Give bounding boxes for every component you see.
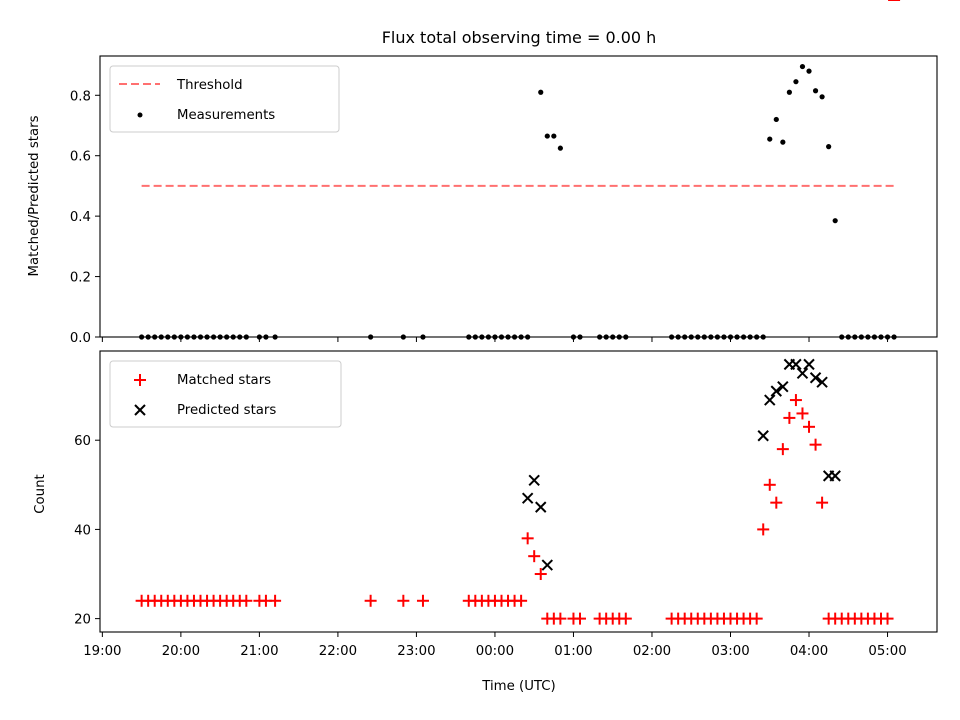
matched-star-point — [397, 594, 410, 607]
matched-star-point — [416, 594, 429, 607]
y-tick-label: 0.2 — [70, 271, 91, 286]
top-axes-frame — [99, 55, 938, 338]
legend-matched-swatch — [134, 374, 146, 386]
measurement-point — [826, 144, 832, 150]
top-y-ticks: 0.0 0.2 0.4 0.6 0.8 — [70, 89, 100, 346]
bottom-plot-area — [135, 0, 901, 625]
matched-star-point — [809, 438, 822, 451]
matched-star-point — [803, 420, 816, 433]
matched-star-point — [763, 478, 776, 491]
matched-star-point — [528, 550, 541, 563]
matched-star-point — [881, 612, 894, 625]
x-tick-label: 01:00 — [554, 644, 592, 659]
x-axis-label: Time (UTC) — [481, 679, 556, 694]
predicted-star-point — [521, 492, 534, 504]
legend-predicted-swatch — [134, 404, 146, 416]
matched-star-point — [783, 411, 796, 424]
legend-predicted-label: Predicted stars — [177, 403, 276, 418]
predicted-star-point — [790, 358, 802, 371]
predicted-star-point — [764, 394, 776, 406]
legend-measurements-swatch — [137, 112, 143, 118]
y-tick-label: 0.8 — [70, 89, 91, 104]
predicted-star-point — [829, 470, 841, 482]
x-tick-label: 05:00 — [868, 644, 906, 659]
legend-matched-label: Matched stars — [177, 373, 271, 388]
predicted-star-point — [803, 358, 815, 371]
predicted-star-point — [535, 501, 547, 513]
y-tick-label: 0.4 — [70, 210, 91, 225]
y-tick-label: 60 — [74, 434, 91, 449]
predicted-star-point — [777, 380, 789, 393]
matched-star-point — [757, 523, 770, 536]
matched-star-point — [796, 407, 809, 420]
top-legend-box — [109, 65, 340, 133]
top-y-axis-label: Matched/Predicted stars — [27, 115, 42, 276]
legend-threshold-label: Threshold — [176, 78, 243, 93]
matched-star-point — [574, 612, 587, 625]
measurement-point — [773, 116, 779, 123]
predicted-star-point — [528, 474, 540, 487]
bottom-axes-frame — [99, 350, 938, 633]
x-tick-label: 21:00 — [240, 644, 278, 659]
predicted-star-point — [809, 372, 822, 384]
measurement-point — [767, 136, 773, 142]
x-tick-label: 22:00 — [319, 644, 357, 659]
measurement-point — [812, 88, 819, 94]
y-tick-label: 40 — [74, 523, 91, 538]
matched-star-point — [534, 568, 547, 581]
x-tick-label: 00:00 — [476, 644, 514, 659]
matched-star-point — [770, 496, 783, 509]
matched-star-point — [789, 394, 802, 407]
measurement-point — [551, 133, 557, 139]
bottom-y-ticks: 20 40 60 — [74, 434, 100, 628]
matched-star-point — [521, 532, 534, 545]
measurement-point — [544, 133, 550, 139]
predicted-star-point — [796, 367, 809, 380]
top-plot-area — [139, 63, 897, 340]
predicted-star-point — [816, 376, 828, 388]
measurement-point — [819, 94, 825, 100]
measurement-point — [780, 139, 786, 145]
matched-star-point — [240, 594, 253, 607]
x-tick-label: 19:00 — [83, 644, 121, 659]
predicted-star-point — [541, 559, 553, 571]
x-tick-label: 04:00 — [790, 644, 828, 659]
bottom-legend: Matched stars Predicted stars — [109, 360, 342, 428]
top-legend: Threshold Measurements — [109, 65, 340, 133]
matched-star-point — [515, 594, 528, 607]
measurement-point — [538, 89, 544, 95]
matched-star-point — [750, 612, 763, 625]
bottom-x-ticks: 19:00 20:00 21:00 22:00 23:00 00:00 01:00 02:00… — [83, 632, 907, 659]
matched-star-point — [364, 594, 377, 607]
predicted-star-point — [757, 430, 769, 442]
matched-star-point — [269, 594, 282, 607]
matched-star-point — [554, 612, 567, 625]
x-tick-label: 23:00 — [397, 644, 435, 659]
chart-title: Flux total observing time = 0.00 h — [382, 28, 657, 47]
matched-star-point — [619, 612, 632, 625]
bottom-y-axis-label: Count — [33, 474, 48, 514]
top-panel: Matched/Predicted stars 0.00.20.40.60.8 … — [27, 55, 938, 346]
x-tick-label: 02:00 — [633, 644, 671, 659]
y-tick-label: 0.6 — [70, 150, 91, 165]
measurement-point — [557, 145, 563, 151]
bottom-legend-box — [109, 360, 342, 428]
legend-measurements-label: Measurements — [177, 108, 275, 123]
predicted-star-point — [770, 385, 783, 397]
x-tick-label: 20:00 — [162, 644, 200, 659]
y-tick-label: 0.0 — [70, 331, 91, 346]
y-tick-label: 20 — [74, 613, 91, 628]
measurement-point — [806, 68, 812, 74]
matched-star-point — [776, 443, 789, 456]
matched-star-point — [816, 496, 829, 509]
measurement-point — [832, 218, 838, 224]
measurement-point — [793, 79, 799, 85]
bottom-panel: Count 20 40 60 19:00 20:00 21:00 22:00 23:00 00… — [33, 0, 938, 659]
x-tick-label: 03:00 — [711, 644, 749, 659]
measurement-point — [786, 89, 792, 95]
measurement-point — [799, 63, 806, 70]
